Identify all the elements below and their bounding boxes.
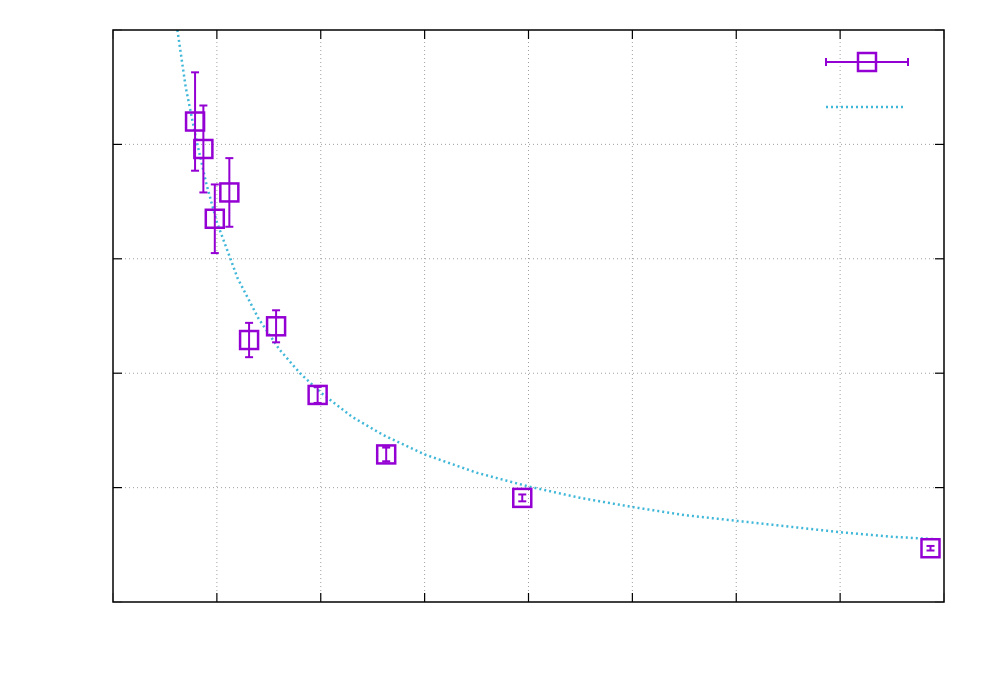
data-point — [204, 183, 226, 255]
data-point — [219, 157, 240, 228]
data-point — [193, 104, 214, 194]
square-marker — [193, 138, 214, 160]
data-point — [375, 444, 397, 465]
square-marker — [219, 182, 240, 203]
legend — [825, 51, 909, 109]
data-points-layer — [184, 71, 941, 559]
square-marker — [265, 316, 287, 337]
square-marker — [920, 537, 941, 559]
axis-ticks — [112, 29, 945, 603]
square-marker — [375, 444, 397, 465]
data-point — [920, 537, 941, 559]
legend-entry-data — [825, 51, 909, 73]
square-marker — [238, 329, 260, 351]
square-marker — [512, 487, 533, 509]
square-marker — [204, 208, 226, 230]
legend-square-marker — [856, 51, 878, 73]
data-point — [512, 487, 533, 509]
data-point — [307, 384, 328, 406]
data-point — [265, 309, 287, 344]
square-marker — [307, 384, 328, 406]
data-point — [238, 321, 260, 359]
